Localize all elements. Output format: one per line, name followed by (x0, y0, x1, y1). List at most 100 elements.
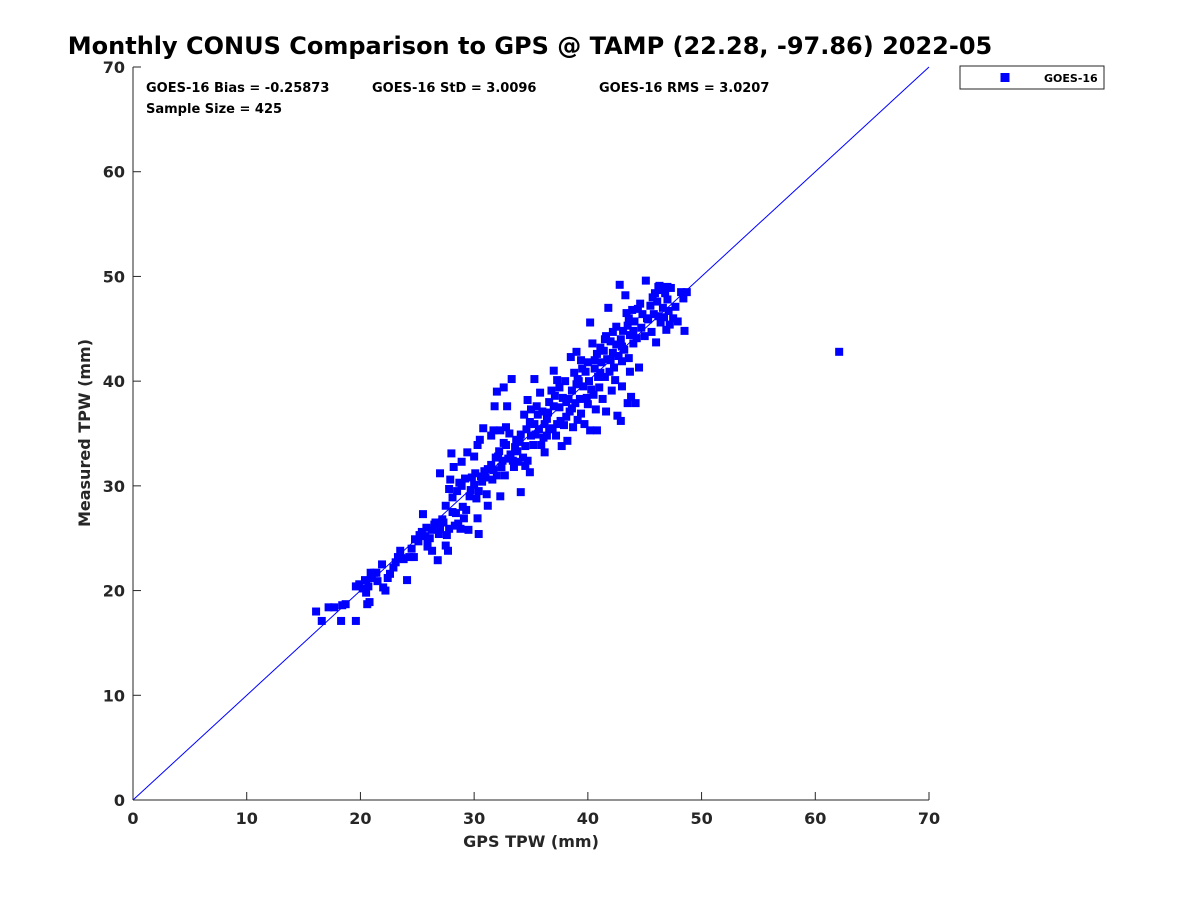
data-point (610, 363, 619, 372)
data-point (473, 514, 482, 523)
data-point (500, 471, 509, 480)
y-tick-label: 0 (114, 791, 125, 810)
y-tick-label: 50 (103, 267, 125, 286)
data-point (547, 386, 556, 395)
data-point (623, 321, 632, 330)
data-point (588, 339, 597, 348)
data-point (423, 538, 432, 547)
data-point (436, 524, 445, 533)
y-axis-label: Measured TPW (mm) (75, 339, 94, 527)
x-tick-label: 60 (804, 809, 826, 828)
x-tick-label: 50 (690, 809, 712, 828)
data-point (612, 322, 621, 331)
data-point (616, 335, 625, 344)
data-point (638, 310, 647, 319)
data-point (527, 431, 535, 440)
data-point (606, 356, 615, 365)
data-point (549, 402, 558, 411)
data-point (663, 295, 672, 304)
data-point (385, 569, 394, 578)
data-point (646, 301, 655, 310)
data-point (523, 395, 532, 404)
data-point (835, 347, 844, 356)
plot-area (132, 67, 929, 801)
data-point (530, 375, 539, 384)
data-point (448, 508, 457, 517)
data-point (492, 471, 501, 480)
data-point (595, 383, 604, 392)
data-point (562, 412, 571, 421)
data-point (575, 394, 584, 403)
y-tick-label: 30 (103, 477, 125, 496)
data-point (482, 490, 491, 499)
x-tick-label: 10 (236, 809, 258, 828)
data-point (447, 449, 456, 458)
data-point (627, 392, 636, 401)
data-point (421, 532, 430, 541)
data-point (445, 524, 454, 533)
data-point (360, 576, 369, 585)
data-point (624, 354, 633, 363)
data-point (381, 586, 390, 595)
data-point (545, 398, 554, 407)
data-point (590, 356, 599, 365)
data-point (389, 563, 398, 572)
data-point (570, 368, 579, 377)
data-point (458, 502, 467, 511)
data-point (516, 488, 525, 497)
data-point (531, 430, 540, 439)
x-axis-label: GPS TPW (mm) (463, 832, 599, 851)
data-point (504, 454, 513, 463)
data-point (578, 364, 587, 373)
data-point (487, 460, 496, 469)
y-axis: 0 10 20 30 40 50 60 70 (103, 58, 141, 810)
data-point (488, 475, 497, 484)
data-point (479, 424, 488, 433)
data-point (487, 431, 496, 440)
data-point (594, 372, 603, 381)
data-point (364, 582, 373, 591)
data-point (449, 463, 458, 472)
data-point (654, 282, 663, 291)
data-point (586, 426, 595, 435)
data-point (544, 408, 553, 417)
data-point (489, 466, 498, 475)
data-point (499, 438, 508, 447)
data-point (467, 473, 476, 482)
data-point (582, 393, 591, 402)
data-point (567, 404, 576, 413)
data-point (556, 416, 565, 425)
data-point (490, 402, 499, 411)
data-point (631, 399, 640, 408)
data-point (673, 317, 682, 326)
legend: GOES-16 (959, 65, 1105, 90)
data-point (608, 348, 617, 357)
data-point (492, 387, 501, 396)
data-point (463, 448, 472, 457)
data-point (499, 383, 508, 392)
data-point (591, 405, 600, 414)
data-point (436, 469, 445, 478)
data-point (418, 510, 427, 519)
data-point (498, 456, 507, 465)
data-point (330, 603, 339, 612)
x-axis: 0 10 20 30 40 50 60 70 (127, 792, 940, 828)
data-point (577, 409, 586, 418)
data-point (623, 399, 632, 408)
rms-stat: GOES-16 RMS = 3.0207 (599, 81, 769, 96)
data-point (671, 302, 680, 311)
data-point (453, 487, 462, 496)
data-point (622, 309, 631, 318)
data-point (317, 616, 326, 625)
data-point (533, 410, 542, 419)
data-point (537, 441, 546, 450)
data-point (441, 541, 450, 550)
data-point (621, 291, 630, 300)
data-point (520, 410, 529, 419)
data-point (561, 377, 570, 386)
legend-label: GOES-16 (1044, 72, 1098, 85)
data-point (633, 304, 642, 313)
data-point (471, 469, 480, 478)
data-point (619, 326, 628, 335)
data-point (549, 366, 558, 375)
